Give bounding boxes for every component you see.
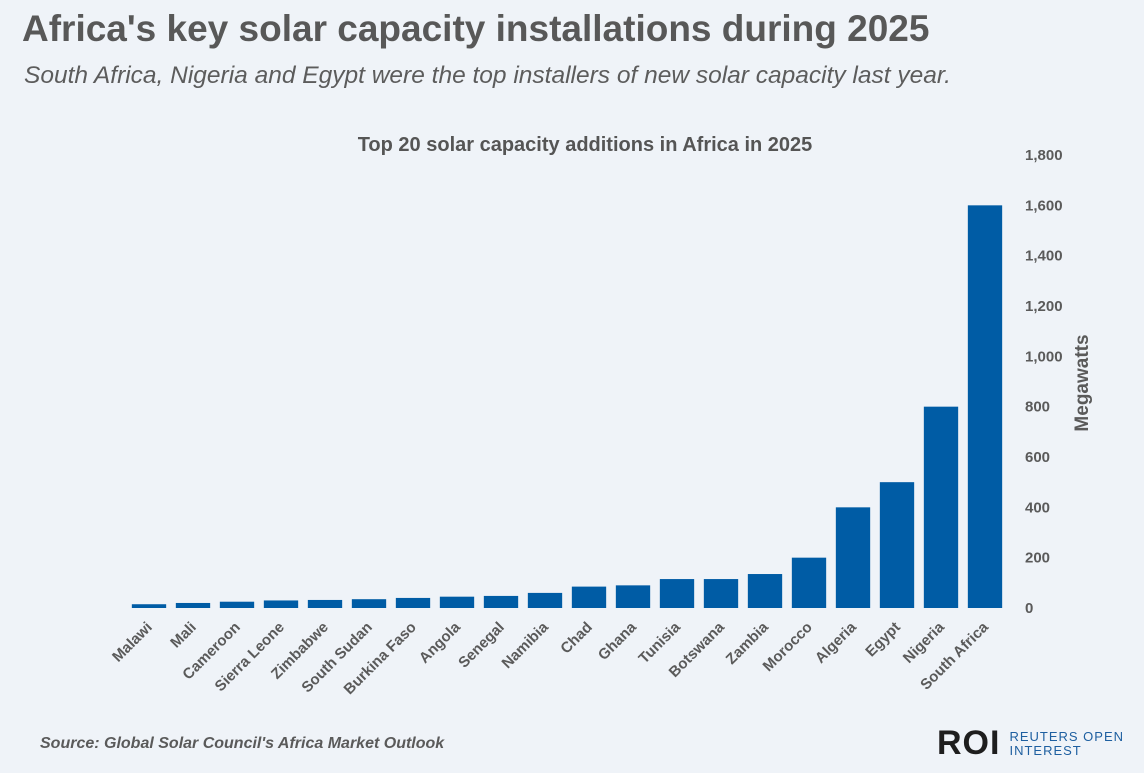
source-note: Source: Global Solar Council's Africa Ma… [40, 735, 445, 752]
x-tick-label-malawi: Malawi [109, 619, 156, 666]
x-tick-label-algeria: Algeria [812, 618, 860, 666]
y-tick-label: 400 [1025, 499, 1050, 516]
x-tick-label-chad: Chad [557, 619, 596, 658]
bar-namibia [527, 592, 563, 608]
y-tick-label: 800 [1025, 399, 1050, 416]
chart-plot-title: Top 20 solar capacity additions in Afric… [358, 134, 813, 156]
bar-tunisia [659, 579, 695, 608]
brand-logo: ROI REUTERS OPEN INTEREST [937, 724, 1139, 763]
bar-zambia [747, 574, 783, 608]
bar-morocco [791, 557, 827, 608]
x-tick-label-mali: Mali [167, 619, 200, 652]
y-tick-label: 1,600 [1025, 197, 1063, 214]
y-tick-label: 1,000 [1025, 348, 1063, 365]
bar-ghana [615, 585, 651, 608]
y-tick-label: 1,200 [1025, 298, 1063, 315]
brand-name: REUTERS OPEN INTEREST [1009, 728, 1125, 758]
bar-senegal [483, 595, 519, 608]
bar-botswana [703, 579, 739, 608]
chart-subtitle: South Africa, Nigeria and Egypt were the… [24, 62, 951, 89]
brand-mark: ROI [937, 724, 1001, 762]
bar-egypt [879, 482, 915, 608]
y-tick-label: 1,400 [1025, 248, 1063, 265]
y-tick-label: 1,800 [1025, 147, 1063, 164]
bar-burkina-faso [395, 597, 431, 608]
bar-cameroon [219, 601, 255, 608]
bar-south-africa [967, 205, 1003, 609]
y-tick-label: 0 [1025, 600, 1033, 617]
bar-malawi [131, 604, 167, 608]
bar-nigeria [923, 406, 959, 608]
bar-angola [439, 596, 475, 608]
bar-sierra-leone [263, 600, 299, 608]
x-tick-label-egypt: Egypt [862, 619, 903, 660]
bars-group [131, 205, 1003, 609]
bar-south-sudan [351, 599, 387, 608]
x-tick-label-ghana: Ghana [595, 618, 640, 663]
x-tick-label-namibia: Namibia [499, 618, 553, 672]
bar-algeria [835, 507, 871, 608]
bar-chad [571, 586, 607, 608]
chart-title-heading: Africa's key solar capacity installation… [22, 8, 930, 49]
y-tick-label: 200 [1025, 550, 1050, 567]
bar-zimbabwe [307, 599, 343, 608]
x-tick-label-senegal: Senegal [455, 619, 508, 672]
y-tick-label: 600 [1025, 449, 1050, 466]
y-axis-ticks: 0 200 400 600 800 1,000 1,200 1,400 1,600 1,800 [1025, 147, 1063, 617]
y-axis-title: Megawatts [1072, 334, 1093, 431]
bar-mali [175, 602, 211, 608]
